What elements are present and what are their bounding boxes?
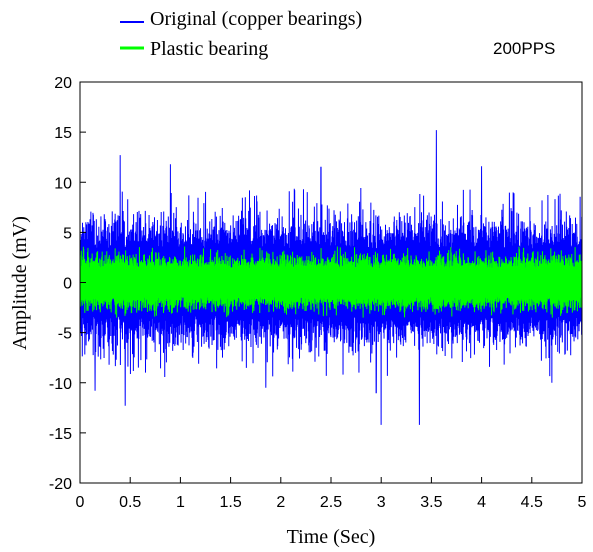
x-tick-label: 5: [578, 494, 587, 511]
y-tick-label: 0: [63, 276, 72, 293]
x-tick-label: 4: [477, 494, 486, 511]
y-tick-label: -15: [49, 426, 72, 443]
y-tick-label: 5: [63, 225, 72, 242]
series-line-plastic: [80, 246, 583, 318]
legend-label-original: Original (copper bearings): [150, 8, 362, 30]
y-tick-label: 20: [54, 75, 72, 92]
series-group: [80, 130, 583, 425]
x-axis-title: Time (Sec): [287, 526, 376, 548]
rate-annotation: 200PPS: [493, 39, 555, 58]
x-tick-label: 3: [377, 494, 386, 511]
y-axis: 20 15 10 5 0 -5 -10 -15 -20: [49, 75, 86, 493]
x-tick-label: 1.5: [219, 494, 241, 511]
y-tick-label: -5: [58, 326, 72, 343]
x-tick-label: 0: [76, 494, 85, 511]
y-tick-label: 15: [54, 125, 72, 142]
x-tick-label: 3.5: [420, 494, 442, 511]
x-tick-label: 4.5: [521, 494, 543, 511]
x-tick-label: 0.5: [119, 494, 141, 511]
x-tick-label: 1: [176, 494, 185, 511]
x-axis: 0 0.5 1 1.5 2 2.5 3 3.5 4 4.5 5: [76, 477, 587, 511]
legend-label-plastic: Plastic bearing: [150, 38, 268, 60]
y-tick-label: 10: [54, 175, 72, 192]
y-tick-label: -20: [49, 476, 72, 493]
x-tick-label: 2: [276, 494, 285, 511]
y-axis-title: Amplitude (mV): [9, 216, 31, 350]
x-tick-label: 2.5: [320, 494, 342, 511]
legend: Original (copper bearings) Plastic beari…: [120, 8, 362, 60]
y-tick-label: -10: [49, 376, 72, 393]
